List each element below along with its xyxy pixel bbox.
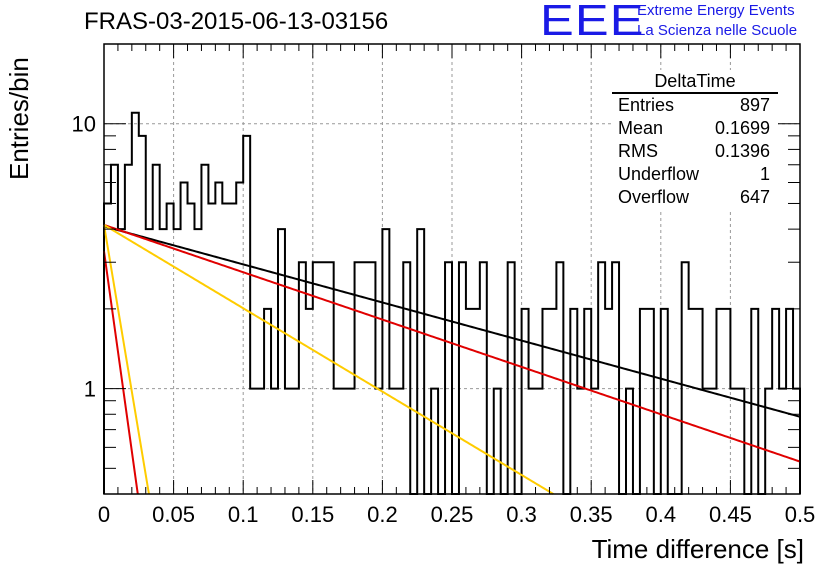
x-tick-label: 0.35 — [570, 502, 613, 527]
x-tick-label: 0.3 — [506, 502, 537, 527]
x-tick-label: 0.1 — [228, 502, 259, 527]
fit-curve — [103, 223, 801, 463]
stats-row: Entries 897 — [612, 94, 778, 117]
logo-line-1: Extreme Energy Events — [637, 2, 795, 19]
stats-value: 647 — [739, 187, 770, 207]
y-tick-label: 1 — [84, 377, 96, 402]
x-tick-label: 0 — [98, 502, 110, 527]
x-tick-label: 0.5 — [785, 502, 816, 527]
axes: 0 0.05 0.1 0.15 0.2 0.25 0.3 0.35 0.4 0.45 0.5 1 10 — [72, 43, 816, 527]
fit-curve — [103, 251, 139, 495]
stats-value: 897 — [739, 95, 770, 115]
stats-name: DeltaTime — [612, 70, 778, 94]
x-tick-label: 0.25 — [431, 502, 474, 527]
fit-curve — [103, 224, 554, 495]
x-tick-label: 0.2 — [367, 502, 398, 527]
stats-value: 1 — [759, 164, 770, 184]
x-tick-label: 0.15 — [291, 502, 334, 527]
x-axis-label: Time difference [s] — [591, 534, 804, 564]
stats-row: Overflow 647 — [612, 186, 778, 209]
y-axis-label: Entries/bin — [4, 57, 34, 180]
stats-box: DeltaTime Entries 897 Mean 0.1699 RMS 0.… — [612, 70, 778, 210]
fit-curves — [103, 223, 801, 495]
x-tick-label: 0.4 — [646, 502, 677, 527]
stats-label: Mean — [618, 118, 664, 138]
x-tick-label: 0.05 — [152, 502, 195, 527]
stats-value: 0.1396 — [714, 141, 770, 161]
eee-logo: EEE — [540, 0, 645, 45]
stats-row: Mean 0.1699 — [612, 117, 778, 140]
x-tick-label: 0.45 — [709, 502, 752, 527]
fit-curve — [103, 225, 801, 418]
stats-row: Underflow 1 — [612, 163, 778, 186]
stats-label: Overflow — [618, 187, 690, 207]
logo-line-2: La Scienza nelle Scuole — [637, 22, 798, 39]
fit-curve — [103, 224, 150, 495]
stats-row: RMS 0.1396 — [612, 140, 778, 163]
stats-label: Entries — [618, 95, 675, 115]
chart-title: FRAS-03-2015-06-13-03156 — [84, 8, 389, 35]
y-tick-label: 10 — [72, 112, 96, 137]
stats-label: Underflow — [618, 164, 700, 184]
stats-label: RMS — [618, 141, 658, 161]
stats-value: 0.1699 — [714, 118, 770, 138]
